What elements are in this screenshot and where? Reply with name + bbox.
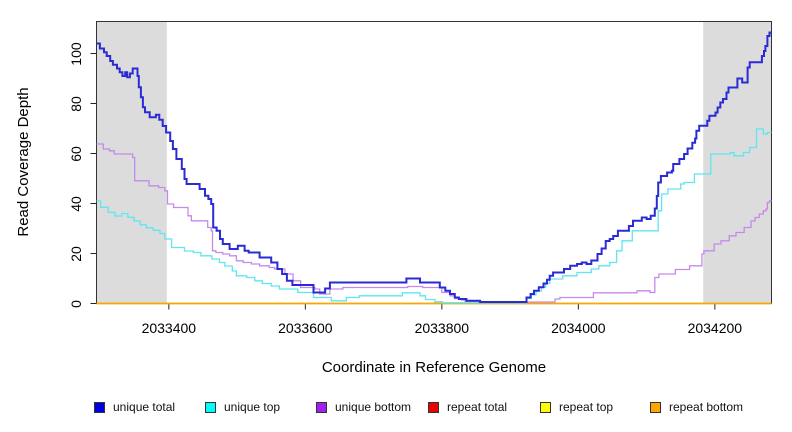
x-tick-label: 2033800 [414,320,470,336]
legend: unique total unique top unique bottom repea… [0,400,792,418]
right-gray-band [703,21,772,304]
legend-item-repeat-total: repeat total [428,400,507,414]
legend-swatch-unique-bottom [316,401,327,413]
legend-label: unique top [224,400,281,414]
legend-label: unique total [113,400,176,414]
legend-label: repeat total [447,400,508,414]
legend-item-unique-top: unique top [205,400,280,414]
legend-item-repeat-top: repeat top [540,400,613,414]
y-tick-label: 100 [68,41,84,66]
legend-label: repeat bottom [669,400,744,414]
y-tick-label: 40 [68,195,84,212]
legend-label: repeat top [559,400,614,414]
series-line-unique-bottom [96,143,772,303]
legend-item-unique-bottom: unique bottom [316,400,411,414]
legend-swatch-repeat-bottom [650,401,661,413]
legend-swatch-repeat-total [428,401,439,413]
left-gray-band [96,21,167,304]
legend-swatch-repeat-top [540,401,551,413]
y-tick-label: 0 [68,299,84,308]
legend-item-repeat-bottom: repeat bottom [650,400,743,414]
x-tick-label: 2034000 [551,320,606,336]
y-tick-label: 60 [68,145,84,162]
y-tick-label: 80 [68,95,84,112]
legend-label: unique bottom [335,400,412,414]
plot-box [96,21,772,304]
y-axis-title: Read Coverage Depth [15,87,32,237]
x-tick-label: 2034200 [687,320,743,336]
y-tick-label: 20 [68,245,84,262]
series-line-unique-total [96,31,772,303]
series-line-unique-top [96,128,772,304]
legend-swatch-unique-total [94,401,105,413]
x-tick-label: 2033400 [141,320,197,336]
legend-swatch-unique-top [205,401,216,413]
x-axis-title: Coordinate in Reference Genome [321,359,547,376]
legend-item-unique-total: unique total [94,400,175,414]
x-tick-label: 2033600 [278,320,333,336]
